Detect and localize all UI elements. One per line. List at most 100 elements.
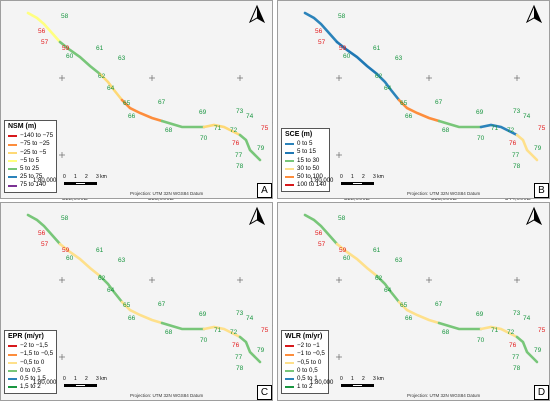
scale-bar-segment — [86, 182, 97, 185]
grid-cross-marker — [336, 152, 342, 158]
legend-item-label: 1,5 to 2 — [20, 383, 41, 391]
transect-label-77: 77 — [235, 354, 243, 361]
transect-label-58: 58 — [338, 13, 346, 20]
shoreline-change-segment — [202, 123, 242, 137]
transect-label-71: 71 — [491, 327, 499, 334]
legend-swatch — [8, 369, 17, 372]
panel-letter: B — [534, 183, 549, 198]
scale-bar: 1:80,000 0 1 2 3 km — [33, 376, 143, 390]
grid-cross-marker — [426, 277, 432, 283]
transect-label-60: 60 — [343, 53, 351, 60]
shoreline-change-segment — [160, 119, 206, 129]
panel-letter: D — [534, 385, 549, 400]
legend-item-label: 75 to 140 — [20, 181, 46, 189]
grid-cross-marker — [237, 277, 243, 283]
scale-bar-segment — [352, 384, 363, 387]
transect-label-63: 63 — [118, 55, 126, 62]
transect-label-79: 79 — [534, 347, 542, 354]
transect-label-58: 58 — [61, 13, 69, 20]
north-arrow-icon — [525, 4, 543, 24]
transect-label-64: 64 — [384, 85, 392, 92]
map-panel-a: 56 57 58 59 60 61 62 63 64 65 66 67 68 69 70 71 72 73 74 75… — [0, 0, 273, 199]
legend-swatch — [285, 353, 294, 356]
legend-item: 0 to 0,5 — [285, 367, 325, 375]
legend-swatch — [8, 361, 17, 364]
easting-label-528000-top-left: 528,000E — [62, 196, 88, 202]
legend-item: 0 to 5 — [285, 140, 326, 148]
grid-cross-marker — [59, 152, 65, 158]
legend-swatch — [285, 369, 294, 372]
transect-label-66: 66 — [128, 113, 136, 120]
legend-item: −2 to −1 — [285, 342, 325, 350]
scale-bar-segment — [64, 182, 75, 185]
shoreline-change-segment — [437, 321, 483, 331]
legend-item: −0,5 to 0 — [8, 359, 53, 367]
shoreline-change-segment — [397, 98, 441, 123]
shoreline-change-segment — [26, 11, 62, 44]
north-arrow-icon — [525, 206, 543, 226]
legend-item: −5 to 5 — [8, 157, 53, 165]
transect-label-65: 65 — [400, 302, 408, 309]
legend-item: −1,5 to −0,5 — [8, 350, 53, 358]
transect-label-78: 78 — [236, 163, 244, 170]
transect-label-66: 66 — [405, 113, 413, 120]
shoreline-change-segment — [120, 98, 164, 123]
transect-label-72: 72 — [507, 329, 515, 336]
legend-swatch — [285, 361, 294, 364]
legend-swatch — [285, 159, 294, 162]
scale-tick-label: 2 — [362, 376, 365, 382]
transect-label-60: 60 — [343, 255, 351, 262]
scale-tick-label: 2 — [85, 174, 88, 180]
legend-item-label: 0 to 0,5 — [297, 366, 318, 374]
scale-bar-segment — [352, 182, 363, 185]
shoreline-change-segment — [238, 133, 262, 162]
panel-letter: A — [257, 183, 272, 198]
transect-label-65: 65 — [123, 302, 131, 309]
legend-item: 0,5 to 1 — [285, 375, 325, 383]
legend-item-label: 0,5 to 1 — [297, 375, 318, 383]
map-panel-c: 56 57 58 59 60 61 62 63 64 65 66 67 68 69 70 71 72 73 74 75… — [0, 202, 273, 401]
legend-item-label: −25 to −5 — [20, 148, 47, 156]
transect-label-75: 75 — [261, 125, 269, 132]
shoreline-change-segment — [479, 123, 519, 137]
legend-item-label: −0,5 to 0 — [20, 358, 45, 366]
shoreline-change-segment — [437, 119, 483, 129]
transect-label-73: 73 — [236, 108, 244, 115]
transect-label-57: 57 — [318, 39, 326, 46]
transect-label-62: 62 — [375, 73, 383, 80]
shoreline-change-segment — [303, 213, 339, 246]
legend: NSM (m) −140 to −75 −75 to −25 −25 to −5 −5 … — [4, 120, 58, 193]
transect-label-58: 58 — [61, 215, 69, 222]
scale-tick-label: 2 — [362, 174, 365, 180]
legend-title: NSM (m) — [8, 123, 37, 130]
transect-label-75: 75 — [538, 327, 546, 334]
transect-label-57: 57 — [318, 241, 326, 248]
transect-label-65: 65 — [400, 100, 408, 107]
transect-label-68: 68 — [165, 127, 173, 134]
transect-label-61: 61 — [373, 45, 381, 52]
legend-item: 25 to 75 — [8, 173, 53, 181]
panel-letter: C — [257, 385, 272, 400]
grid-cross-marker — [336, 354, 342, 360]
transect-label-66: 66 — [128, 315, 136, 322]
legend-item: 0 to 0,5 — [8, 367, 53, 375]
easting-label-544000-top-right: 544,000E — [505, 196, 531, 202]
scale-tick-label: 0 — [340, 174, 343, 180]
scale-bar: 1:80,000 0 1 2 3 km — [33, 174, 143, 188]
transect-label-75: 75 — [538, 125, 546, 132]
shoreline-change-segment — [26, 213, 62, 246]
transect-label-69: 69 — [199, 109, 207, 116]
transect-label-57: 57 — [41, 241, 49, 248]
transect-label-59: 59 — [339, 247, 347, 254]
projection-note: Projection: UTM 32N WGS84 Datum — [130, 393, 204, 398]
transect-label-77: 77 — [235, 152, 243, 159]
map-panel-d: 56 57 58 59 60 61 62 63 64 65 66 67 68 69 70 71 72 73 74 75… — [277, 202, 550, 401]
legend-item-label: 5 to 15 — [297, 148, 316, 156]
transect-label-70: 70 — [477, 135, 485, 142]
shoreline-change-segment — [303, 11, 339, 44]
shoreline-change-segment — [515, 133, 539, 162]
transect-label-74: 74 — [523, 113, 531, 120]
legend-item-label: −140 to −75 — [20, 132, 54, 140]
transect-label-78: 78 — [513, 365, 521, 372]
shoreline-change-segment — [375, 274, 401, 304]
